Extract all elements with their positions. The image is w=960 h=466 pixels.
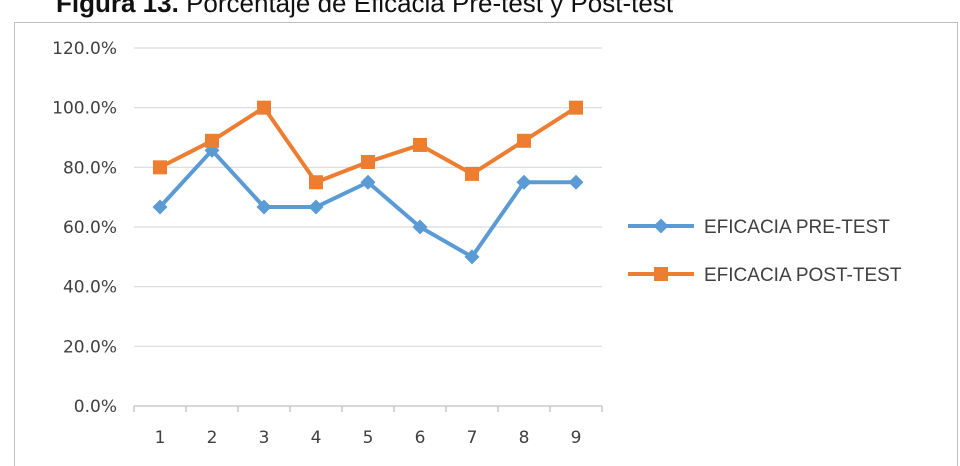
legend-item-1: EFICACIA PRE-TEST bbox=[628, 217, 890, 238]
legend-label: EFICACIA POST-TEST bbox=[704, 265, 902, 286]
x-tick-label: 9 bbox=[571, 428, 582, 448]
data-point bbox=[360, 174, 376, 190]
legend-item-2: EFICACIA POST-TEST bbox=[628, 265, 902, 286]
x-tick-label: 2 bbox=[207, 428, 218, 448]
figure-caption: Figura 13. Porcentaje de Eficacia Pre-te… bbox=[56, 0, 673, 18]
x-tick-label: 1 bbox=[155, 428, 166, 448]
data-point bbox=[153, 160, 167, 175]
chart-gridlines bbox=[134, 47, 602, 347]
data-point bbox=[568, 174, 584, 190]
y-tick-label: 40.0% bbox=[63, 278, 117, 298]
data-point bbox=[412, 219, 428, 235]
data-point bbox=[361, 154, 375, 169]
data-point bbox=[308, 199, 324, 215]
data-point bbox=[309, 175, 323, 190]
y-tick-label: 80.0% bbox=[63, 158, 117, 178]
chart-frame bbox=[14, 22, 958, 466]
y-tick-label: 100.0% bbox=[52, 99, 117, 119]
y-tick-label: 60.0% bbox=[63, 218, 117, 238]
legend-marker bbox=[654, 267, 668, 281]
chart-series bbox=[152, 100, 584, 265]
figure-caption-text: Porcentaje de Eficacia Pre-test y Post-t… bbox=[186, 0, 674, 18]
data-point bbox=[464, 249, 480, 265]
data-point bbox=[256, 199, 272, 215]
chart-axes bbox=[133, 405, 603, 412]
data-point bbox=[205, 133, 219, 148]
data-point bbox=[257, 100, 271, 115]
x-tick-label: 5 bbox=[363, 428, 374, 448]
data-point bbox=[516, 174, 532, 190]
legend-label: EFICACIA PRE-TEST bbox=[704, 217, 890, 238]
legend-marker bbox=[653, 218, 669, 234]
x-tick-label: 7 bbox=[467, 428, 478, 448]
series-line-2 bbox=[159, 105, 578, 185]
x-tick-label: 6 bbox=[415, 428, 426, 448]
x-tick-label: 4 bbox=[311, 428, 322, 448]
y-tick-label: 0.0% bbox=[74, 397, 117, 417]
y-axis-tick-labels: 0.0% 20.0% 40.0% 60.0% 80.0% 100.0% 120.0% bbox=[52, 39, 117, 417]
data-point bbox=[413, 137, 427, 152]
chart-legend: EFICACIA PRE-TEST EFICACIA POST-TEST bbox=[628, 217, 902, 286]
y-tick-label: 120.0% bbox=[52, 39, 117, 59]
series-2 bbox=[153, 100, 583, 190]
y-tick-label: 20.0% bbox=[63, 337, 117, 357]
x-axis-tick-labels: 1 2 3 4 5 6 7 8 9 bbox=[155, 428, 582, 448]
figure-caption-prefix: Figura 13. bbox=[56, 0, 179, 18]
series-1 bbox=[152, 142, 584, 265]
data-point bbox=[465, 166, 479, 181]
data-point bbox=[569, 100, 583, 115]
data-point bbox=[152, 199, 168, 215]
x-tick-label: 3 bbox=[259, 428, 270, 448]
data-point bbox=[517, 133, 531, 148]
x-tick-label: 8 bbox=[519, 428, 530, 448]
